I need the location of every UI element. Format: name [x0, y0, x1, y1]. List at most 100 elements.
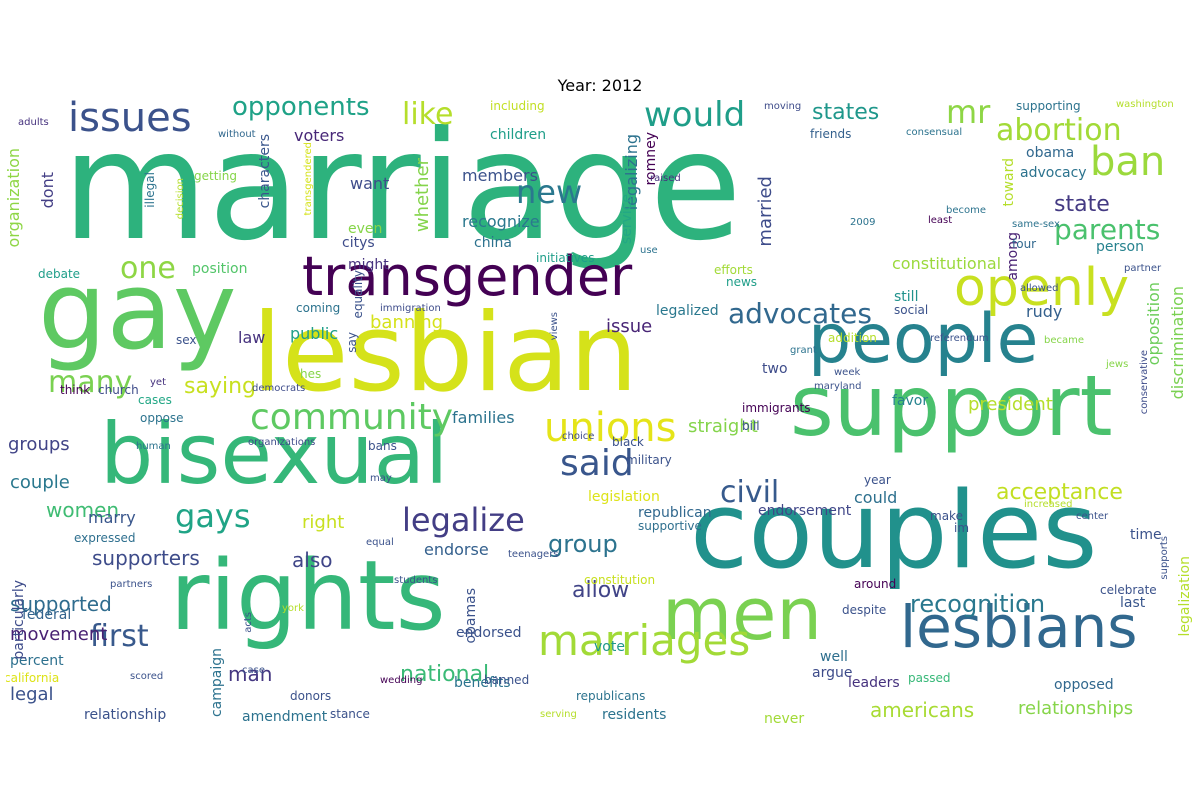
word-least: least [928, 215, 953, 226]
word-cases: cases [138, 393, 172, 407]
word-like: like [402, 98, 454, 132]
word-discrimination: discrimination [1168, 286, 1187, 400]
word-california: california [6, 671, 60, 685]
word-around: around [854, 577, 897, 591]
word-consensual: consensual [906, 127, 963, 138]
word-celebrate: celebrate [1100, 583, 1157, 597]
word-advocates: advocates [728, 297, 872, 330]
word-states: states [812, 100, 880, 125]
word-expressed: expressed [74, 531, 136, 545]
word-straight: straight [688, 416, 758, 437]
word-increased: increased [1024, 499, 1073, 510]
word-community: community [250, 397, 454, 438]
word-news: news [726, 275, 758, 289]
word-obamas: obamas [463, 588, 479, 644]
word-im: im [954, 521, 970, 535]
word-transgender: transgender [302, 245, 633, 308]
word-bill: bill [742, 419, 760, 433]
word-whether: whether [412, 158, 433, 233]
word-relationship: relationship [84, 707, 167, 723]
word-become: become [946, 205, 987, 216]
word-efforts: efforts [714, 263, 753, 277]
word-teenagers: teenagers [508, 549, 559, 560]
word-supported: supported [10, 592, 112, 616]
word-unions: unions [544, 405, 677, 451]
word-same-sex: same-sex [1012, 219, 1060, 230]
word-mr: mr [946, 98, 991, 131]
word-organization: organization [6, 148, 23, 248]
word-rudy: rudy [1026, 302, 1063, 321]
word-law: law [238, 328, 266, 347]
chart-title: Year: 2012 [557, 76, 643, 95]
word-supporters: supporters [92, 546, 200, 570]
word-citys: citys [342, 235, 375, 251]
word-obama: obama [1026, 145, 1075, 161]
word-week: week [834, 367, 861, 378]
word-also: also [292, 548, 333, 572]
word-human: human [136, 441, 171, 452]
word-said: said [560, 443, 634, 484]
word-cloud: marriage gay lesbian couples rights bisexual s… [6, 98, 1196, 726]
word-service: service [619, 194, 635, 245]
word-men: men [662, 572, 823, 656]
word-characters: characters [257, 134, 273, 209]
word-washington: washington [1116, 99, 1174, 110]
word-social: social [894, 303, 929, 317]
word-support: support [790, 357, 1113, 455]
word-adults: adults [18, 117, 49, 128]
word-couples: couples [690, 469, 1098, 592]
word-americans: americans [870, 698, 975, 722]
word-democrats: democrats [252, 383, 306, 394]
word-stance: stance [330, 707, 370, 721]
word-supports: supports [1159, 536, 1170, 580]
word-position: position [192, 261, 248, 277]
word-year: year [864, 473, 891, 487]
word-opposed: opposed [1054, 677, 1114, 693]
word-black: black [612, 435, 644, 449]
word-raised: raised [650, 173, 681, 184]
word-lesbian: lesbian [252, 291, 638, 416]
word-percent: percent [10, 653, 64, 669]
word-getting: getting [194, 169, 237, 183]
word-jews: jews [1106, 359, 1129, 370]
word-supporting: supporting [1016, 99, 1081, 113]
word-state: state [1054, 192, 1110, 217]
word-say: say [345, 332, 359, 353]
word-children: children [490, 127, 547, 143]
word-would: would [644, 98, 746, 135]
word-marriage: marriage [62, 100, 742, 274]
word-benefits: benefits [454, 675, 511, 691]
word-yet: yet [150, 377, 166, 388]
word-equal: equal [366, 537, 394, 548]
word-endorse: endorse [424, 540, 489, 559]
word-sex: sex [176, 333, 197, 347]
word-use: use [640, 245, 658, 256]
word-despite: despite [842, 603, 887, 617]
word-abortion: abortion [996, 113, 1122, 148]
word-decision: decision [175, 178, 186, 220]
word-right: right [302, 512, 345, 533]
word-saying: saying [184, 374, 256, 399]
word-rights: rights [170, 540, 446, 652]
word-civil: civil [720, 475, 780, 510]
word-time: time [1130, 527, 1162, 543]
word-families: families [452, 408, 515, 427]
word-grant: grant [790, 345, 817, 356]
word-issue: issue [606, 316, 653, 337]
word-vote: vote [594, 639, 625, 655]
word-endorsement: endorsement [758, 503, 852, 519]
word-addition: addition [828, 331, 877, 345]
word-new: new [516, 173, 583, 211]
word-banning: banning [370, 312, 444, 333]
word-ban: ban [1090, 139, 1166, 185]
word-women: women [46, 498, 120, 522]
word-views: views [549, 312, 560, 341]
word-immigrants: immigrants [742, 401, 811, 415]
word-conservative: conservative [1139, 350, 1150, 415]
word-banned: banned [484, 673, 530, 687]
word-national: national [400, 662, 490, 687]
word-acceptance: acceptance [996, 480, 1123, 505]
word-supportive: supportive [638, 519, 702, 533]
word-illegal: illegal [143, 172, 157, 208]
word-gay: gay [38, 249, 237, 374]
